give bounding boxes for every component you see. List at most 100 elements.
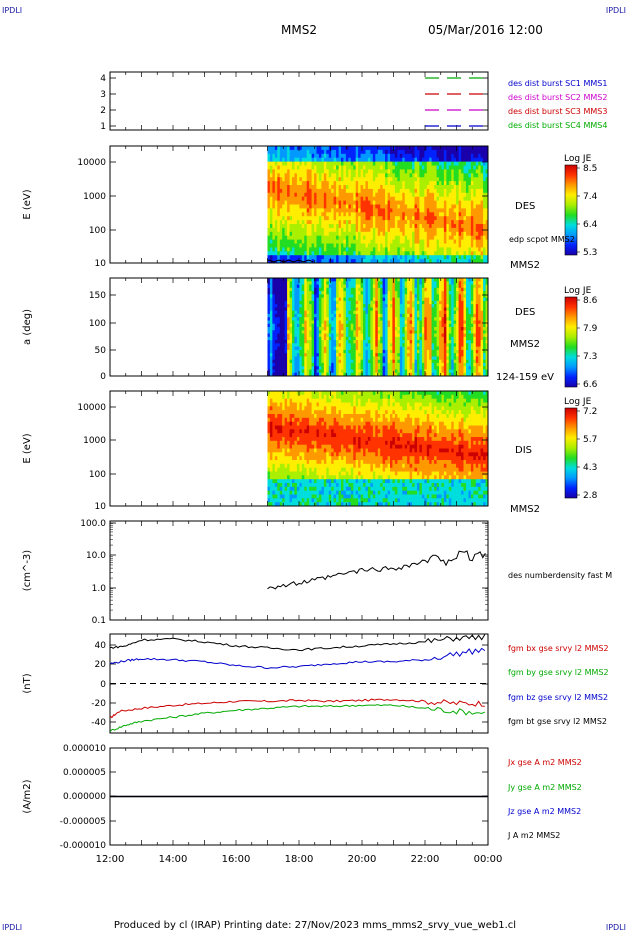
panel-frame (109, 71, 489, 131)
des-energy-colorbar-tick-label: 8.5 (583, 164, 597, 174)
bfield-ytick-label: -20 (91, 699, 106, 709)
density-ytick-label: 10.0 (86, 551, 106, 561)
des-energy-colorbar-tick-label: 7.4 (583, 192, 598, 202)
des-energy-label: DES (515, 201, 535, 212)
bfield-line-2 (110, 704, 486, 733)
bfield-ylabel: (nT) (22, 673, 33, 693)
pitch-sc-label: MMS2 (510, 339, 540, 350)
pitch-ytick-label: 0 (100, 372, 106, 382)
bfield-legend-4: fgm bt gse srvy l2 MMS2 (508, 717, 607, 726)
des-energy-ytick-label: 100 (89, 226, 106, 236)
pitch-ytick-label: 150 (89, 291, 106, 301)
x-tick-label: 20:00 (348, 854, 377, 865)
corner-tag-top-right: IPDLI (605, 6, 626, 15)
burst-legend-2: des dist burst SC2 MMS2 (508, 93, 607, 102)
density-ytick-label: 1.0 (92, 584, 107, 594)
pitch-ylabel: a (deg) (22, 309, 33, 345)
current-ytick-label: -0.000005 (60, 817, 106, 827)
bfield-line-3 (110, 647, 486, 670)
bfield-legend-3: fgm bz gse srvy l2 MMS2 (508, 693, 608, 702)
x-tick-label: 12:00 (96, 854, 125, 865)
burst-ytick-label: 3 (100, 90, 106, 100)
pitch-label: DES (515, 307, 535, 318)
density-line (267, 550, 486, 590)
pitch-ytick-label: 100 (89, 319, 106, 329)
bfield-ytick-label: 0 (100, 680, 106, 690)
density-legend: des numberdensity fast M (508, 571, 612, 580)
corner-tag-top-left: IPDLI (2, 6, 23, 15)
des-energy-colorbar-tick-label: 5.3 (583, 248, 597, 258)
dis-energy-colorbar-title: Log JE (564, 397, 592, 407)
density-ylabel: (cm^-3) (22, 550, 33, 591)
pitch-colorbar-tick-label: 7.3 (583, 352, 597, 362)
spectrogram-des-energy (267, 146, 488, 263)
x-tick-label: 22:00 (411, 854, 440, 865)
des-energy-sc-label: MMS2 (510, 260, 540, 271)
footer-text: Produced by cl (IRAP) Printing date: 27/… (113, 920, 517, 931)
x-tick-label: 14:00 (159, 854, 188, 865)
current-ylabel: (A/m2) (22, 779, 33, 813)
current-legend-4: J A m2 MMS2 (507, 831, 560, 840)
burst-legend-1: des dist burst SC1 MMS1 (508, 79, 607, 88)
panel-frame (109, 520, 489, 621)
bfield-ytick-label: 20 (95, 660, 107, 670)
des-energy-ylabel: E (eV) (22, 189, 33, 219)
pitch-ytick-label: 50 (95, 346, 107, 356)
current-legend-1: Jx gse A m2 MMS2 (507, 758, 582, 767)
bfield-line-4 (110, 634, 486, 652)
pitch-colorbar-tick-label: 8.6 (583, 296, 598, 306)
current-ytick-label: 0.000005 (63, 768, 106, 778)
bfield-legend-1: fgm bx gse srvy l2 MMS2 (508, 644, 609, 653)
burst-ytick-label: 1 (100, 122, 106, 132)
current-legend-2: Jy gse A m2 MMS2 (507, 783, 582, 792)
bfield-ytick-label: 40 (95, 641, 107, 651)
burst-legend-3: des dist burst SC3 MMS3 (508, 107, 607, 116)
corner-tag-bottom-right: IPDLI (605, 923, 626, 932)
current-ytick-label: -0.000010 (60, 841, 106, 851)
dis-energy-sc-label: MMS2 (510, 504, 540, 515)
x-tick-label: 16:00 (222, 854, 251, 865)
pitch-colorbar (564, 296, 578, 388)
des-energy-ytick-label: 1000 (83, 192, 106, 202)
dis-energy-colorbar (564, 407, 578, 499)
bfield-line-1 (110, 698, 485, 719)
pitch-colorbar-tick-label: 7.9 (583, 324, 598, 334)
burst-ytick-label: 2 (100, 106, 106, 116)
des-energy-ytick-label: 10000 (77, 158, 106, 168)
density-ytick-label: 0.1 (92, 616, 106, 626)
dis-energy-ytick-label: 10000 (77, 403, 106, 413)
dis-energy-ytick-label: 10 (95, 502, 107, 512)
bfield-legend-2: fgm by gse srvy l2 MMS2 (508, 668, 609, 677)
spacecraft-title: MMS2 (281, 23, 317, 37)
dis-energy-ytick-label: 1000 (83, 436, 106, 446)
burst-legend-4: des dist burst SC4 MMS4 (508, 121, 607, 130)
des-energy-colorbar-title: Log JE (564, 154, 592, 164)
dis-energy-ylabel: E (eV) (22, 433, 33, 463)
pitch-colorbar-tick-label: 6.6 (583, 380, 598, 390)
dis-energy-colorbar-tick-label: 7.2 (583, 407, 597, 417)
scpot-line (267, 259, 314, 263)
current-legend-3: Jz gse A m2 MMS2 (507, 807, 581, 816)
dis-energy-colorbar-tick-label: 5.7 (583, 435, 597, 445)
dis-energy-label: DIS (515, 445, 532, 456)
burst-ytick-label: 4 (100, 74, 106, 84)
x-tick-label: 18:00 (285, 854, 314, 865)
pitch-colorbar-title: Log JE (564, 286, 592, 296)
corner-tag-bottom-left: IPDLI (2, 923, 23, 932)
des-energy-colorbar-tick-label: 6.4 (583, 220, 598, 230)
spectrogram-dis-energy (267, 391, 488, 506)
des-energy-colorbar (564, 164, 578, 256)
scpot-label: edp scpot MMS2 (509, 235, 575, 244)
spectrogram-des-pitch-angle (267, 278, 488, 376)
current-ytick-label: 0.000000 (63, 792, 106, 802)
pitch-range-label: 124-159 eV (496, 372, 554, 383)
x-tick-label: 00:00 (474, 854, 503, 865)
des-energy-ytick-label: 10 (95, 259, 107, 269)
dis-energy-colorbar-tick-label: 2.8 (583, 491, 598, 501)
density-ytick-label: 100.0 (80, 519, 106, 529)
dis-energy-ytick-label: 100 (89, 470, 106, 480)
current-ytick-label: 0.000010 (63, 744, 106, 754)
bfield-ytick-label: -40 (91, 718, 106, 728)
dis-energy-colorbar-tick-label: 4.3 (583, 463, 597, 473)
